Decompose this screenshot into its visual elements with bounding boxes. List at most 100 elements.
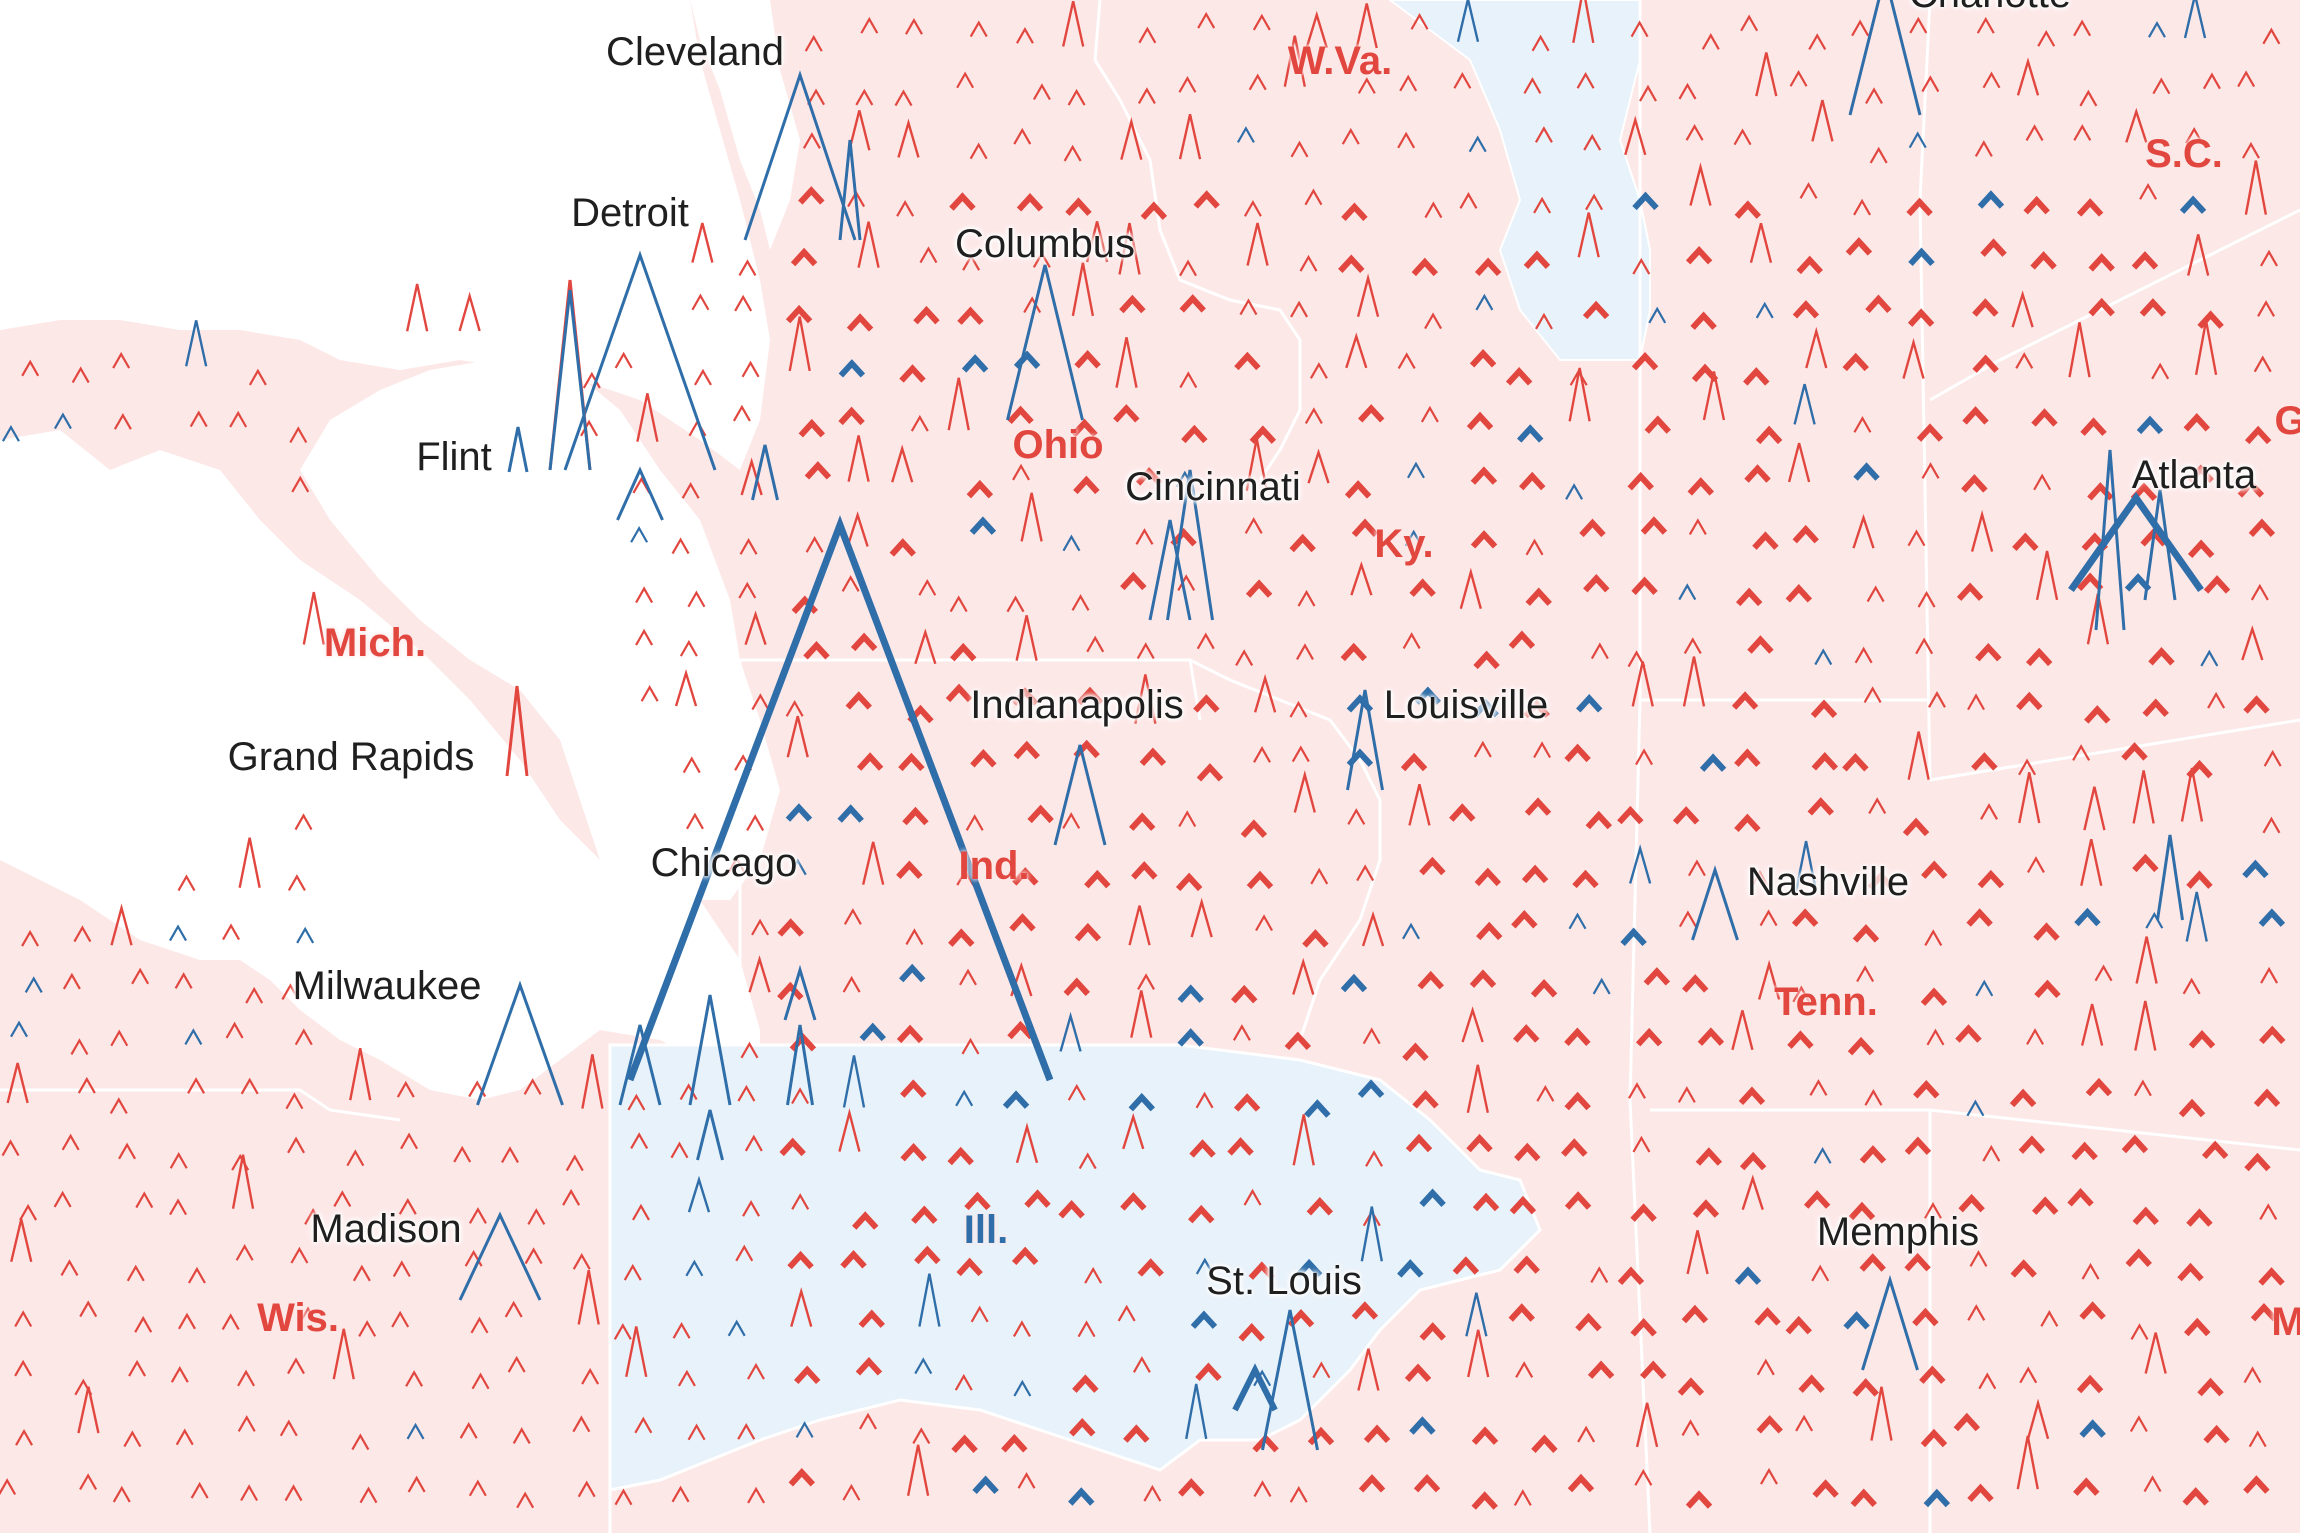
- county-spike: [1015, 26, 1034, 44]
- county-spike: [504, 1300, 523, 1318]
- county-spike: [1007, 1020, 1034, 1040]
- county-spike: [635, 586, 654, 604]
- county-spike: [134, 1315, 153, 1333]
- county-spike: [1587, 1360, 1615, 1379]
- county-spike: [1137, 973, 1156, 990]
- county-spike: [1295, 1258, 1323, 1278]
- county-spike: [1400, 752, 1428, 772]
- county-spike: [1086, 635, 1105, 653]
- county-spike: [2131, 251, 2159, 270]
- county-spike: [842, 975, 861, 993]
- county-spike: [899, 364, 926, 383]
- county-spike: [2121, 742, 2148, 761]
- county-spike: [2094, 449, 2126, 631]
- county-spike: [1179, 294, 1206, 313]
- county-spike: [1178, 1478, 1205, 1497]
- county-spike: [1590, 1266, 1609, 1284]
- county-spike: [1695, 1147, 1723, 1166]
- county-spike: [1402, 1042, 1429, 1061]
- county-spike: [1195, 1257, 1214, 1275]
- county-spike: [1246, 222, 1269, 266]
- county-spike: [1564, 1091, 1591, 1111]
- county-spike: [1850, 1488, 1877, 1507]
- county-spike: [2156, 834, 2184, 921]
- county-spike: [896, 860, 923, 879]
- county-spike: [843, 908, 862, 925]
- city-label-louisville: Louisville: [1383, 683, 1549, 727]
- county-spike: [1577, 1425, 1596, 1443]
- county-spike: [948, 928, 975, 947]
- county-spike: [2185, 891, 2208, 942]
- county-spike: [2242, 859, 2269, 879]
- county-spike: [1811, 752, 1839, 771]
- county-spike: [1001, 1433, 1028, 1453]
- county-spike: [919, 246, 938, 264]
- county-spike: [1632, 257, 1651, 275]
- county-spike: [524, 1247, 543, 1265]
- county-spike: [751, 444, 779, 501]
- county-spike: [807, 88, 825, 106]
- county-spike: [2183, 0, 2207, 39]
- county-spike: [1686, 1230, 1709, 1275]
- county-spike: [727, 856, 746, 874]
- county-spike: [333, 1190, 352, 1208]
- county-spike: [1017, 1471, 1036, 1489]
- county-spike: [956, 1257, 983, 1277]
- county-spike: [1341, 127, 1360, 145]
- county-spike: [279, 1419, 298, 1437]
- county-spike: [957, 306, 984, 325]
- county-spike: [1193, 190, 1220, 209]
- county-spike: [1120, 117, 1143, 160]
- county-spike: [1411, 257, 1439, 277]
- county-spike: [1466, 1064, 1489, 1114]
- county-spike: [1972, 298, 1999, 317]
- county-spike: [523, 1078, 542, 1095]
- county-spike: [1059, 1011, 1082, 1052]
- county-spike: [1475, 293, 1494, 311]
- county-spike: [1969, 1250, 1988, 1267]
- county-spike: [1760, 1467, 1778, 1485]
- county-spike: [1864, 1089, 1883, 1106]
- county-spike: [1068, 1487, 1095, 1506]
- county-spike: [1407, 461, 1425, 479]
- county-spike: [1590, 642, 1609, 660]
- county-spike: [1, 424, 20, 442]
- state-label-ind: Ind.: [958, 844, 1030, 888]
- county-spike: [1249, 425, 1277, 444]
- county-spike: [682, 756, 701, 774]
- county-spike: [2243, 1366, 2262, 1384]
- county-spike: [1567, 1473, 1595, 1493]
- county-spike: [237, 1369, 255, 1387]
- county-spike: [1977, 869, 2005, 889]
- county-spike: [1530, 978, 1558, 998]
- county-spike: [2132, 1206, 2159, 1226]
- county-spike: [294, 813, 313, 831]
- county-spike: [1561, 1138, 1588, 1157]
- county-spike: [1122, 1112, 1145, 1150]
- county-spike: [2197, 1377, 2224, 1397]
- county-spike: [1193, 694, 1220, 713]
- county-spike: [2094, 964, 2113, 982]
- county-spike: [2186, 870, 2213, 889]
- county-spike: [1692, 1199, 1720, 1218]
- county-spike: [618, 1024, 662, 1106]
- county-spike: [2148, 20, 2166, 38]
- county-spike: [914, 1357, 933, 1375]
- county-spike: [740, 1041, 759, 1059]
- county-spike: [785, 803, 813, 822]
- county-spike: [791, 1193, 810, 1210]
- county-spike: [949, 192, 976, 211]
- county-spike: [1967, 1304, 1986, 1321]
- county-spike: [405, 283, 429, 332]
- county-spike: [177, 874, 196, 892]
- county-spike: [790, 1287, 813, 1327]
- county-spike: [1677, 1086, 1696, 1103]
- county-spike: [1734, 748, 1761, 767]
- county-spike: [2203, 1424, 2230, 1444]
- county-spike: [71, 366, 90, 384]
- county-spike: [1909, 16, 1928, 34]
- county-spike: [2188, 1030, 2216, 1049]
- county-spike: [1449, 803, 1476, 822]
- county-spike: [1644, 415, 1671, 434]
